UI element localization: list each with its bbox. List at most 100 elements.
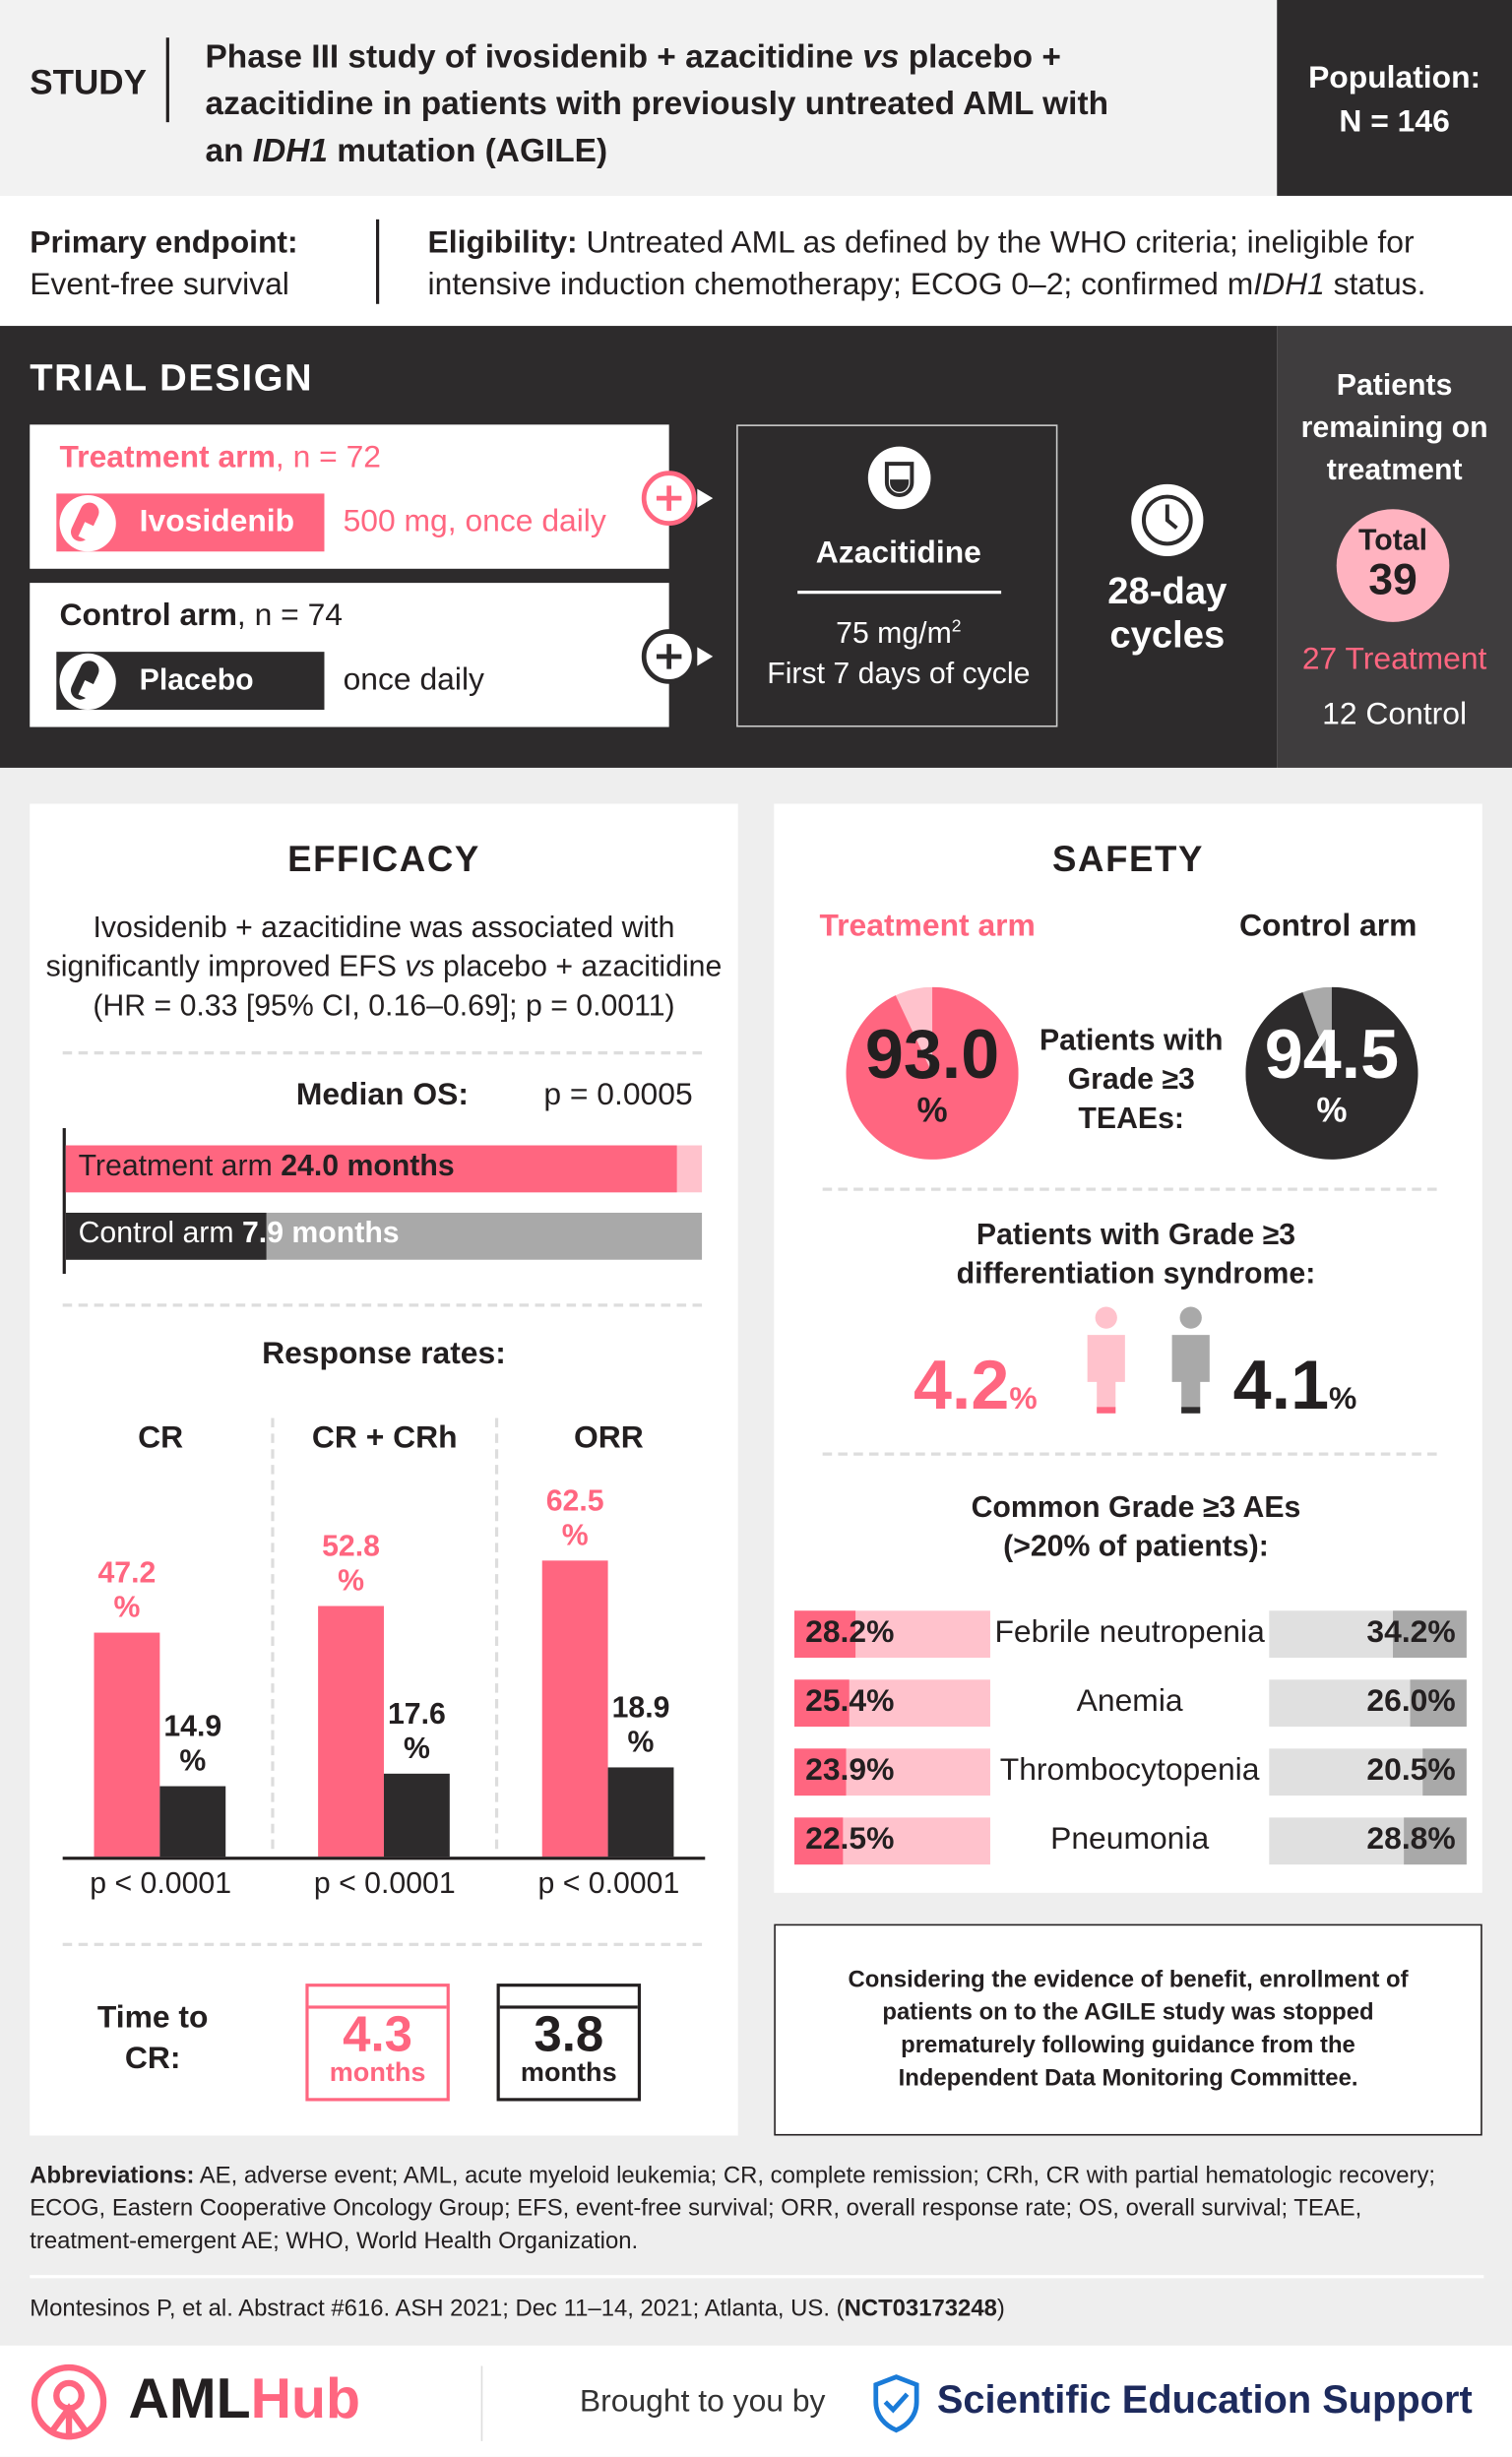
response-label-treatment: 52.8 % bbox=[322, 1531, 380, 1599]
study-label: STUDY bbox=[30, 62, 147, 102]
remaining-treatment: 27 Treatment bbox=[1301, 642, 1487, 677]
endpoint-row bbox=[0, 195, 1512, 327]
ae-name: Anemia bbox=[1076, 1684, 1183, 1720]
ds-control-value: 4.1% bbox=[1232, 1347, 1357, 1424]
ae-value-control: 34.2% bbox=[1366, 1615, 1456, 1651]
ae-bar-control bbox=[1410, 1679, 1467, 1728]
divider bbox=[376, 219, 380, 304]
response-p-value: p < 0.0001 bbox=[537, 1867, 680, 1901]
safety-control-label: Control arm bbox=[1239, 909, 1418, 944]
treatment-arm-box: Treatment arm, n = 72 Ivosidenib 500 mg,… bbox=[30, 424, 669, 569]
response-label-treatment: 47.2 % bbox=[97, 1557, 157, 1625]
ae-value-treatment: 22.5% bbox=[805, 1822, 895, 1858]
ae-title: Common Grade ≥3 AEs (>20% of patients): bbox=[971, 1491, 1301, 1564]
citation: Montesinos P, et al. Abstract #616. ASH … bbox=[30, 2295, 1005, 2322]
iv-bag-icon bbox=[867, 446, 931, 510]
ae-name: Pneumonia bbox=[1050, 1822, 1210, 1858]
teae-control-pie bbox=[1245, 986, 1418, 1160]
eligibility: Eligibility: Untreated AML as defined by… bbox=[427, 225, 1426, 303]
divider bbox=[165, 37, 169, 123]
response-bar-treatment bbox=[318, 1606, 384, 1858]
calendar-treatment: 4.3 months bbox=[305, 1984, 450, 2102]
brought-by: Brought to you by bbox=[579, 2384, 826, 2420]
ae-value-treatment: 25.4% bbox=[805, 1684, 895, 1720]
efficacy-title: EFFICACY bbox=[287, 838, 480, 879]
response-category: CR bbox=[138, 1420, 184, 1456]
sponsor-logo[interactable]: Scientific Education Support bbox=[936, 2378, 1473, 2423]
response-bar-control bbox=[383, 1773, 450, 1858]
population-box: Population: N = 146 bbox=[1277, 0, 1512, 196]
plus-icon bbox=[641, 471, 714, 527]
clock-icon bbox=[1131, 483, 1204, 557]
notice-box: Considering the evidence of benefit, enr… bbox=[774, 1923, 1482, 2136]
ae-bar-control bbox=[1392, 1610, 1467, 1659]
ae-value-treatment: 23.9% bbox=[805, 1753, 895, 1789]
ae-bar-treatment bbox=[793, 1610, 855, 1659]
study-title: Phase III study of ivosidenib + azacitid… bbox=[205, 38, 1109, 169]
cycles-label: 28-day cycles bbox=[1107, 570, 1228, 657]
remaining-control: 12 Control bbox=[1322, 697, 1468, 732]
person-icon bbox=[1087, 1306, 1125, 1414]
ae-bar-treatment bbox=[793, 1679, 850, 1728]
ae-value-control: 20.5% bbox=[1366, 1753, 1456, 1789]
response-p-value: p < 0.0001 bbox=[313, 1867, 456, 1901]
response-p-value: p < 0.0001 bbox=[90, 1867, 232, 1901]
person-icon bbox=[1171, 1306, 1210, 1414]
os-p-value: p = 0.0005 bbox=[543, 1078, 693, 1113]
total-circle: Total 39 bbox=[1336, 509, 1450, 622]
ae-bar-control bbox=[1404, 1817, 1467, 1865]
ae-value-control: 26.0% bbox=[1366, 1684, 1456, 1720]
median-os-label: Median OS: bbox=[295, 1078, 469, 1113]
response-bar-treatment bbox=[94, 1632, 160, 1858]
response-baseline bbox=[62, 1857, 706, 1860]
abbreviations: Abbreviations: AE, adverse event; AML, a… bbox=[30, 2162, 1436, 2255]
response-bar-control bbox=[607, 1767, 674, 1858]
teae-treatment-value: 93.0% bbox=[864, 1017, 1000, 1130]
response-label-control: 14.9 % bbox=[163, 1710, 222, 1779]
response-category: CR + CRh bbox=[311, 1420, 458, 1456]
calendar-control: 3.8 months bbox=[496, 1984, 642, 2102]
shield-icon bbox=[873, 2374, 919, 2433]
response-category: ORR bbox=[573, 1420, 644, 1456]
amlhub-logo[interactable]: AMLHub bbox=[128, 2365, 361, 2430]
os-control-track: Control arm 7.9 months bbox=[65, 1212, 703, 1260]
ae-value-control: 28.8% bbox=[1366, 1822, 1456, 1858]
safety-title: SAFETY bbox=[1052, 838, 1205, 879]
plus-icon bbox=[641, 629, 714, 684]
ds-treatment-value: 4.2% bbox=[913, 1347, 1038, 1424]
primary-endpoint: Primary endpoint: Event-free survival bbox=[30, 225, 298, 303]
ae-name: Febrile neutropenia bbox=[994, 1615, 1265, 1651]
ivosidenib-pill-badge: Ivosidenib bbox=[56, 493, 325, 552]
response-title: Response rates: bbox=[262, 1336, 506, 1371]
response-label-treatment: 62.5 % bbox=[545, 1484, 604, 1552]
remaining-title: Patients remaining on treatment bbox=[1300, 369, 1488, 488]
pill-icon bbox=[59, 494, 116, 552]
trial-design-title: TRIAL DESIGN bbox=[30, 356, 314, 400]
time-to-cr-label: Time to CR: bbox=[96, 2000, 209, 2077]
efficacy-summary: Ivosidenib + azacitidine was associated … bbox=[45, 912, 723, 1024]
ds-label: Patients with Grade ≥3 differentiation s… bbox=[956, 1219, 1316, 1292]
safety-treatment-label: Treatment arm bbox=[819, 909, 1036, 944]
response-label-control: 18.9 % bbox=[611, 1691, 670, 1760]
os-treatment-track: Treatment arm 24.0 months bbox=[65, 1145, 703, 1193]
control-arm-box: Control arm, n = 74 Placebo once daily bbox=[30, 583, 669, 727]
response-label-control: 17.6 % bbox=[387, 1697, 446, 1766]
footer bbox=[0, 2345, 1512, 2457]
teae-label: Patients with Grade ≥3 TEAEs: bbox=[1039, 1024, 1224, 1136]
teae-treatment-pie bbox=[846, 986, 1019, 1160]
os-axis bbox=[62, 1128, 66, 1275]
ae-value-treatment: 28.2% bbox=[805, 1615, 895, 1651]
study-header bbox=[0, 0, 1278, 196]
pie-slice bbox=[846, 986, 1019, 1160]
placebo-pill-badge: Placebo bbox=[56, 652, 325, 711]
ae-bar-treatment bbox=[793, 1817, 844, 1865]
azacitidine-box: Azacitidine 75 mg/m2 First 7 days of cyc… bbox=[736, 424, 1058, 727]
response-bar-control bbox=[159, 1786, 226, 1858]
response-bar-treatment bbox=[541, 1559, 608, 1858]
ae-bar-control bbox=[1421, 1748, 1467, 1796]
amlhub-logo-icon bbox=[31, 2363, 107, 2440]
ae-name: Thrombocytopenia bbox=[999, 1753, 1260, 1789]
pie-slice bbox=[1245, 986, 1418, 1160]
ae-bar-treatment bbox=[793, 1748, 847, 1796]
efficacy-card bbox=[30, 803, 738, 2136]
